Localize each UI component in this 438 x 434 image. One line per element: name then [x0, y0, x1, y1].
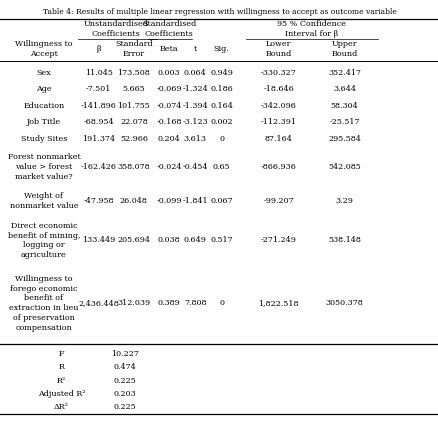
Text: -342.096: -342.096: [260, 102, 296, 109]
Text: 58.304: 58.304: [330, 102, 358, 109]
Text: Sex: Sex: [36, 69, 51, 76]
Text: 205.694: 205.694: [117, 236, 150, 244]
Text: Direct economic
benefit of mining,
logging or
agriculture: Direct economic benefit of mining, loggi…: [7, 221, 80, 259]
Text: 3.644: 3.644: [332, 85, 355, 93]
Text: 0.038: 0.038: [157, 236, 180, 244]
Text: Unstandardised
Coefficients: Unstandardised Coefficients: [84, 20, 148, 38]
Text: β: β: [96, 45, 101, 53]
Text: 0.003: 0.003: [157, 69, 180, 76]
Text: 0.474: 0.474: [113, 363, 136, 371]
Text: 0.186: 0.186: [210, 85, 233, 93]
Text: -18.646: -18.646: [263, 85, 293, 93]
Text: 0.389: 0.389: [157, 299, 180, 306]
Text: 0.064: 0.064: [184, 69, 206, 76]
Text: Standard
Error: Standard Error: [115, 40, 152, 57]
Text: 7.808: 7.808: [184, 299, 206, 306]
Text: 133.449: 133.449: [82, 236, 115, 244]
Text: -0.168: -0.168: [156, 118, 181, 126]
Text: -0.074: -0.074: [156, 102, 181, 109]
Text: -0.454: -0.454: [182, 162, 208, 171]
Text: 3.613: 3.613: [184, 135, 206, 142]
Text: Sig.: Sig.: [213, 45, 229, 53]
Text: Job Title: Job Title: [27, 118, 61, 126]
Text: Table 4: Results of multiple linear regression with willingness to accept as out: Table 4: Results of multiple linear regr…: [42, 8, 396, 16]
Text: Lower
Bound: Lower Bound: [265, 40, 291, 57]
Text: -47.958: -47.958: [83, 196, 114, 204]
Text: 295.584: 295.584: [328, 135, 360, 142]
Text: -1.394: -1.394: [182, 102, 208, 109]
Text: Study Sites: Study Sites: [21, 135, 67, 142]
Text: 173.508: 173.508: [117, 69, 150, 76]
Text: 0.204: 0.204: [157, 135, 180, 142]
Text: 542.085: 542.085: [328, 162, 360, 171]
Text: 5.665: 5.665: [122, 85, 145, 93]
Text: 26.048: 26.048: [120, 196, 148, 204]
Text: 2,436.448: 2,436.448: [78, 299, 119, 306]
Text: Standardised
Coefficients: Standardised Coefficients: [141, 20, 196, 38]
Text: -162.426: -162.426: [81, 162, 117, 171]
Text: -0.069: -0.069: [156, 85, 181, 93]
Text: -7.501: -7.501: [86, 85, 111, 93]
Text: 0.225: 0.225: [113, 402, 136, 410]
Text: 0.649: 0.649: [184, 236, 206, 244]
Text: 1,822.518: 1,822.518: [258, 299, 298, 306]
Text: 0.225: 0.225: [113, 376, 136, 384]
Text: 0.65: 0.65: [212, 162, 230, 171]
Text: -330.327: -330.327: [260, 69, 296, 76]
Text: ΔR²: ΔR²: [54, 402, 69, 410]
Text: -0.024: -0.024: [156, 162, 181, 171]
Text: -25.517: -25.517: [328, 118, 359, 126]
Text: 0.067: 0.067: [210, 196, 233, 204]
Text: 191.374: 191.374: [82, 135, 115, 142]
Text: Weight of
nonmarket value: Weight of nonmarket value: [10, 191, 78, 209]
Text: -0.099: -0.099: [156, 196, 181, 204]
Text: R: R: [58, 363, 64, 371]
Text: Willingness to
Accept: Willingness to Accept: [15, 40, 72, 57]
Text: Upper
Bound: Upper Bound: [331, 40, 357, 57]
Text: 3.29: 3.29: [335, 196, 353, 204]
Text: -3.123: -3.123: [182, 118, 208, 126]
Text: 87.164: 87.164: [264, 135, 292, 142]
Text: Age: Age: [36, 85, 52, 93]
Text: Forest nonmarket
value > forest
market value?: Forest nonmarket value > forest market v…: [7, 153, 80, 180]
Text: 0.002: 0.002: [210, 118, 233, 126]
Text: 0.517: 0.517: [210, 236, 233, 244]
Text: -99.207: -99.207: [263, 196, 293, 204]
Text: -1.841: -1.841: [182, 196, 208, 204]
Text: -112.391: -112.391: [260, 118, 296, 126]
Text: -1.324: -1.324: [182, 85, 208, 93]
Text: 312.039: 312.039: [117, 299, 150, 306]
Text: 3050.378: 3050.378: [325, 299, 363, 306]
Text: 0: 0: [219, 299, 224, 306]
Text: -271.249: -271.249: [260, 236, 296, 244]
Text: 52.966: 52.966: [120, 135, 148, 142]
Text: 95 % Confidence
Interval for β: 95 % Confidence Interval for β: [276, 20, 346, 38]
Text: 358.078: 358.078: [117, 162, 150, 171]
Text: R²: R²: [57, 376, 66, 384]
Text: -141.896: -141.896: [81, 102, 117, 109]
Text: 22.078: 22.078: [120, 118, 148, 126]
Text: 0.203: 0.203: [113, 389, 136, 397]
Text: Adjusted R²: Adjusted R²: [38, 389, 85, 397]
Text: -68.954: -68.954: [83, 118, 114, 126]
Text: 352.417: 352.417: [327, 69, 360, 76]
Text: F: F: [59, 350, 64, 358]
Text: -866.936: -866.936: [260, 162, 296, 171]
Text: 0: 0: [219, 135, 224, 142]
Text: 11.045: 11.045: [85, 69, 113, 76]
Text: 10.227: 10.227: [111, 350, 139, 358]
Text: t: t: [193, 45, 197, 53]
Text: 0.164: 0.164: [210, 102, 233, 109]
Text: 101.755: 101.755: [117, 102, 150, 109]
Text: 538.148: 538.148: [328, 236, 360, 244]
Text: 0.949: 0.949: [210, 69, 233, 76]
Text: Beta: Beta: [159, 45, 178, 53]
Text: Education: Education: [23, 102, 64, 109]
Text: Willingness to
forego economic
benefit of
extraction in lieu
of preservation
com: Willingness to forego economic benefit o…: [9, 274, 78, 331]
